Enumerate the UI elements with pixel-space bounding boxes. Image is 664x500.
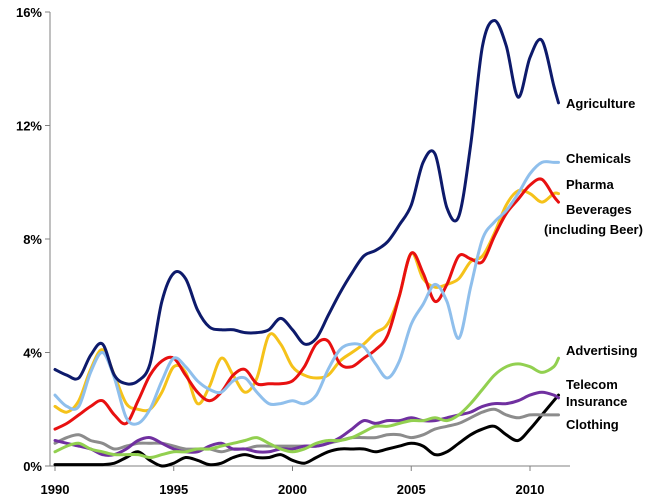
x-tick-label: 1995 — [159, 482, 188, 497]
series-label-advertising: Advertising — [566, 343, 638, 358]
y-tick-label: 8% — [23, 232, 42, 247]
x-tick-label: 2000 — [278, 482, 307, 497]
y-tick-label: 0% — [23, 459, 42, 474]
series-line-advertising — [53, 356, 560, 459]
x-tick-label: 2005 — [397, 482, 426, 497]
series-labels: Agriculture Chemicals Pharma Beverages (incl… — [544, 96, 643, 432]
series-line-chemicals — [53, 160, 560, 426]
series-label-agriculture: Agriculture — [566, 96, 635, 111]
series-label-clothing: Clothing — [566, 417, 619, 432]
series-line-agriculture — [53, 19, 560, 386]
series-line-beverages-including-beer — [53, 188, 560, 414]
axes: 0% 4% 8% 12% 16% 1990 1995 2000 2005 2010 — [16, 5, 570, 497]
series-line-pharma — [53, 177, 560, 431]
x-tick-label: 2010 — [516, 482, 545, 497]
series-label-telecom: Telecom — [566, 377, 618, 392]
y-tick-label: 4% — [23, 346, 42, 361]
x-tick-label: 1990 — [41, 482, 70, 497]
series-line-clothing — [53, 393, 560, 468]
series-label-chemicals: Chemicals — [566, 151, 631, 166]
series-label-line: (including Beer) — [544, 222, 643, 237]
y-tick-label: 12% — [16, 119, 42, 134]
series-label-beverages-including-beer: Beverages (including Beer) — [544, 202, 643, 237]
series-lines — [53, 19, 560, 468]
series-label-insurance: Insurance — [566, 394, 627, 409]
y-tick-label: 16% — [16, 5, 42, 20]
series-label-pharma: Pharma — [566, 177, 614, 192]
series-label-line: Beverages — [566, 202, 632, 217]
